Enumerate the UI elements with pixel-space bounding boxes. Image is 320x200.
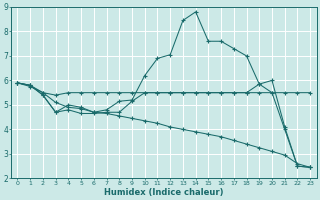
X-axis label: Humidex (Indice chaleur): Humidex (Indice chaleur)	[104, 188, 224, 197]
